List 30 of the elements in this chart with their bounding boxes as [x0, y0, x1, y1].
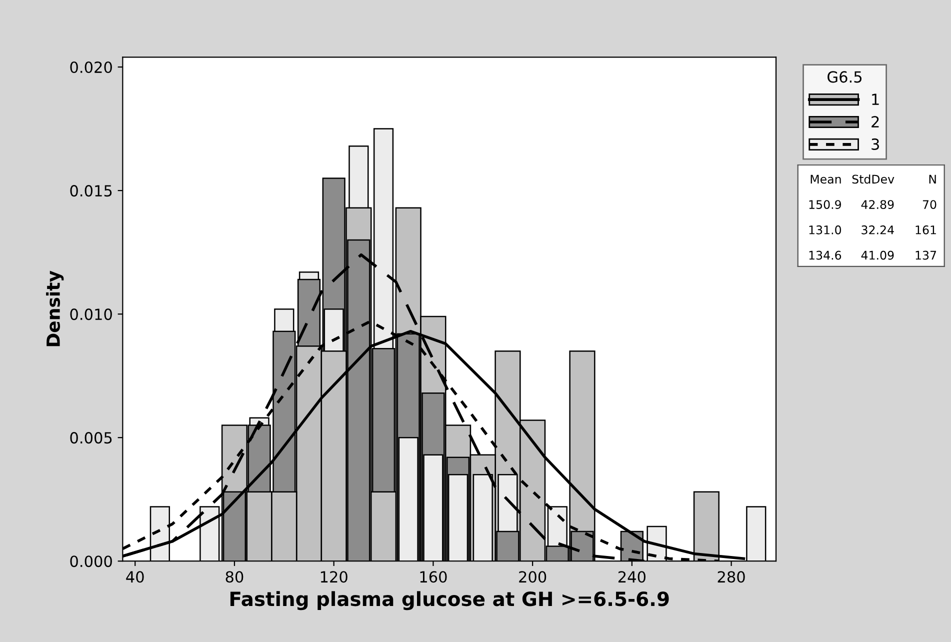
- y-tick-label: 0.015: [70, 185, 112, 197]
- legend-label: 3: [872, 138, 879, 150]
- x-tick-label: 40: [126, 571, 144, 583]
- x-tick-label: 160: [420, 571, 447, 583]
- text: 137: [916, 250, 936, 260]
- text: 161: [916, 225, 936, 234]
- text: 32.24: [862, 225, 894, 234]
- legend-label: 1: [872, 94, 879, 105]
- text: 41.09: [861, 250, 894, 260]
- x-tick-label: 120: [320, 571, 348, 583]
- y-tick-label: 0.010: [70, 308, 112, 320]
- y-tick-label: 0.020: [70, 61, 112, 74]
- text: 150.9: [809, 200, 841, 209]
- y-tick-label: 0.005: [70, 432, 112, 444]
- text: StdDev: [852, 174, 894, 184]
- text: 131.0: [809, 225, 842, 234]
- y-tick-label: 0.000: [70, 556, 112, 568]
- x-axis-title: Fasting plasma glucose at GH >=6.5-6.9: [230, 591, 669, 610]
- legend-title: G6.5: [828, 71, 862, 83]
- y-axis-title: Density: [46, 270, 64, 346]
- legend-label: 2: [872, 116, 879, 128]
- text: Mean: [810, 174, 841, 184]
- text: N: [929, 174, 936, 184]
- text: 70: [922, 200, 936, 209]
- x-tick-label: 80: [226, 571, 244, 583]
- text: 42.89: [861, 200, 894, 209]
- x-tick-label: 280: [718, 571, 745, 583]
- x-tick-label: 200: [519, 571, 546, 583]
- text: 134.6: [809, 250, 842, 260]
- x-tick-label: 240: [618, 571, 646, 583]
